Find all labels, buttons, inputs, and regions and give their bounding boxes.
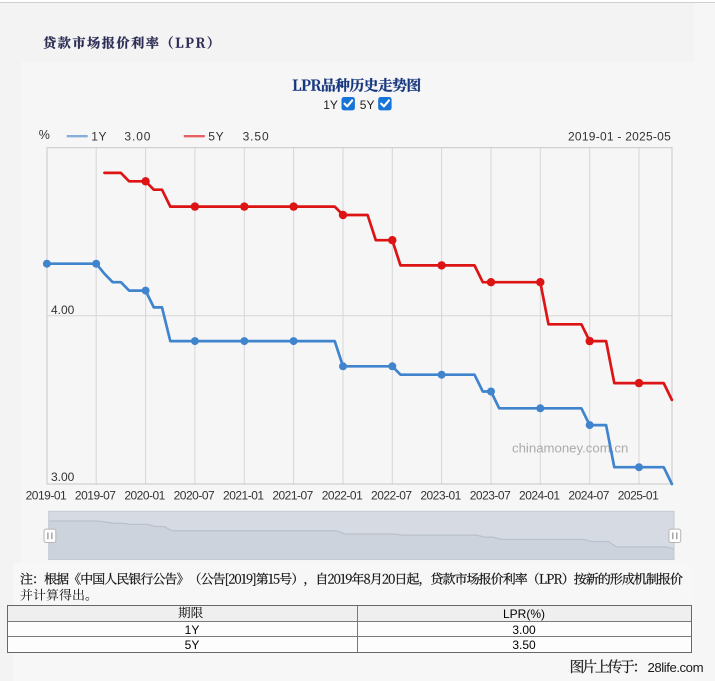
svg-text:2019-01 - 2025-05: 2019-01 - 2025-05 [568,130,671,144]
svg-text:4.00: 4.00 [51,303,75,317]
svg-text:2021-01: 2021-01 [223,488,264,502]
svg-text:2019-01: 2019-01 [26,488,67,502]
svg-text:2025-01: 2025-01 [618,488,659,502]
svg-text:2024-07: 2024-07 [568,488,609,502]
svg-text:5Y: 5Y [208,130,224,144]
svg-text:2023-01: 2023-01 [420,488,461,502]
svg-text:2022-01: 2022-01 [322,488,363,502]
svg-text:2020-01: 2020-01 [124,488,165,502]
svg-text:3.00: 3.00 [51,470,75,484]
svg-text:2021-07: 2021-07 [272,488,313,502]
svg-text:chinamoney.com.cn: chinamoney.com.cn [512,441,628,456]
svg-text:3.50: 3.50 [243,130,270,144]
svg-text:2020-07: 2020-07 [174,488,215,502]
svg-text:3.00: 3.00 [124,130,151,144]
svg-text:2023-07: 2023-07 [470,488,511,502]
svg-text:1Y: 1Y [91,130,107,144]
svg-text:%: % [39,128,50,142]
svg-text:5Y: 5Y [360,98,375,112]
svg-text:1Y: 1Y [323,98,338,112]
svg-text:2019-07: 2019-07 [75,488,116,502]
svg-text:28life.com: 28life.com [648,660,704,675]
svg-text:2024-01: 2024-01 [519,488,560,502]
svg-text:2022-07: 2022-07 [371,488,412,502]
